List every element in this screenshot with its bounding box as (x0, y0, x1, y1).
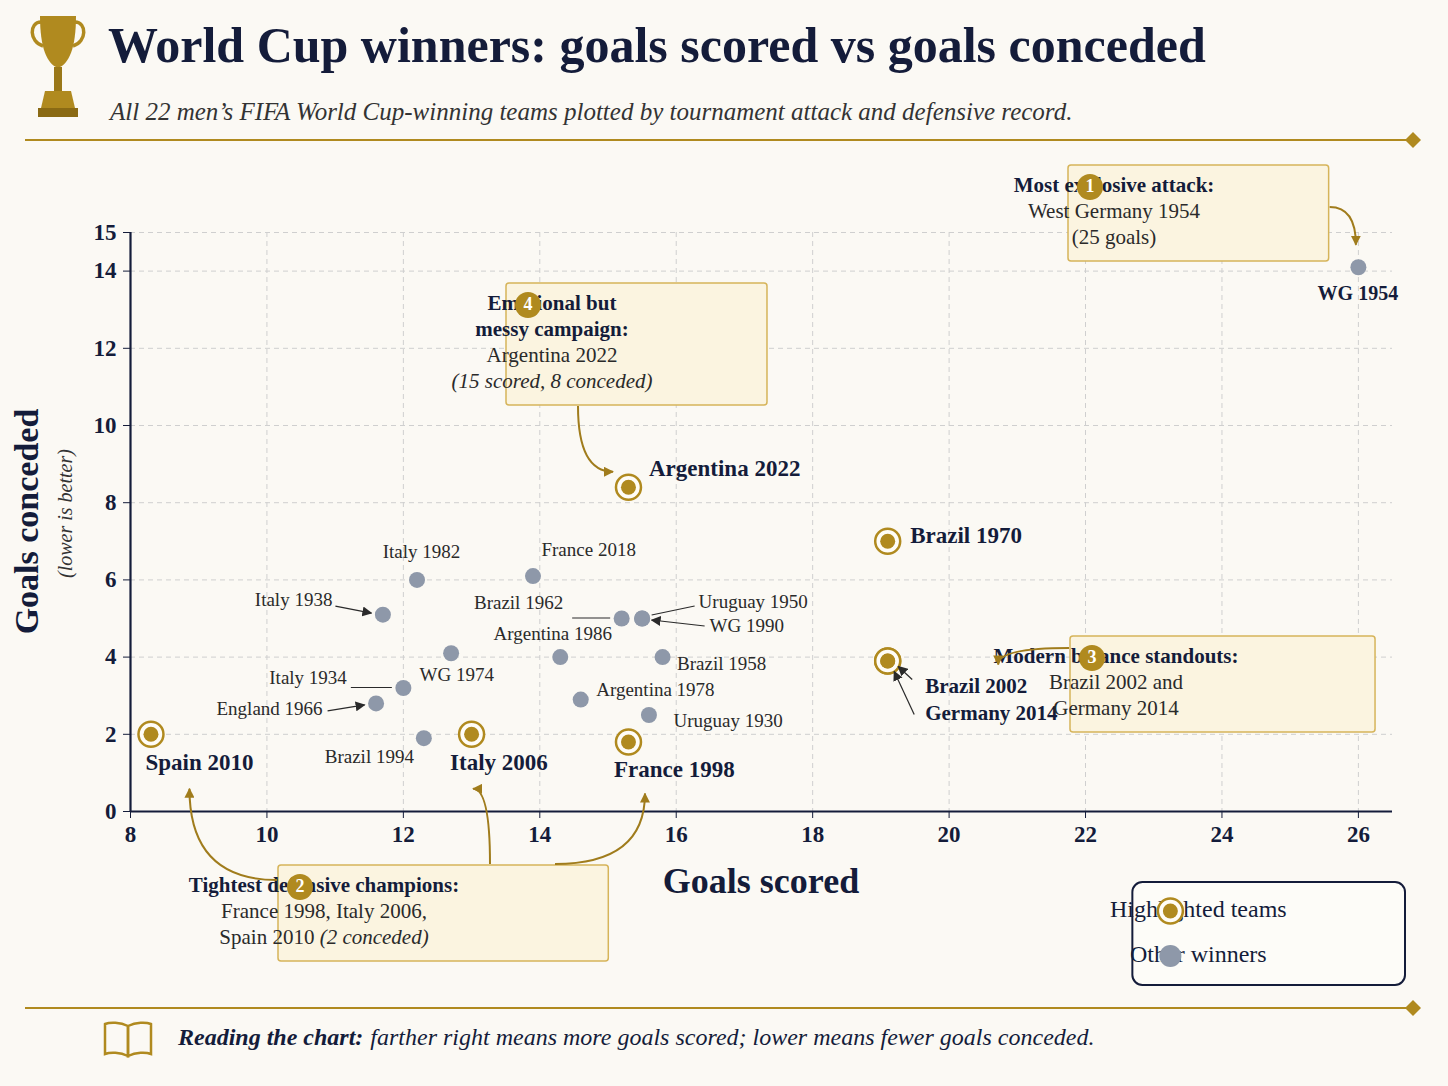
svg-text:12: 12 (94, 336, 117, 361)
svg-text:Argentina 2022: Argentina 2022 (487, 343, 618, 367)
svg-text:2: 2 (296, 876, 305, 896)
svg-text:(lower is better): (lower is better) (54, 449, 77, 578)
svg-text:France 2018: France 2018 (541, 539, 635, 560)
svg-text:Uruguay 1950: Uruguay 1950 (699, 591, 808, 612)
svg-text:Brazil 1962: Brazil 1962 (474, 592, 563, 613)
svg-text:Italy 1982: Italy 1982 (383, 541, 461, 562)
svg-text:4: 4 (105, 644, 117, 669)
html-text:World Cup winners: goals score: World Cup winners: goals scored vs goals… (108, 17, 1206, 73)
svg-text:messy campaign:: messy campaign: (475, 317, 628, 341)
svg-text:England 1966: England 1966 (217, 698, 323, 719)
svg-text:22: 22 (1074, 822, 1097, 847)
svg-text:6: 6 (105, 567, 117, 592)
svg-text:Germany 2014: Germany 2014 (925, 701, 1058, 725)
svg-text:2: 2 (105, 722, 117, 747)
svg-text:Argentina 2022: Argentina 2022 (649, 456, 800, 481)
svg-text:Emotional but: Emotional but (488, 291, 617, 315)
svg-text:14: 14 (94, 258, 118, 283)
svg-text:France 1998: France 1998 (614, 757, 735, 782)
svg-text:Highlighted teams: Highlighted teams (1110, 896, 1287, 922)
svg-text:Brazil 1970: Brazil 1970 (910, 523, 1022, 548)
svg-text:8: 8 (125, 822, 137, 847)
svg-text:WG 1990: WG 1990 (710, 615, 784, 636)
svg-text:Argentina 1978: Argentina 1978 (596, 679, 714, 700)
svg-text:Spain 2010 (2 conceded): Spain 2010 (2 conceded) (219, 925, 428, 949)
svg-text:Uruguay 1930: Uruguay 1930 (673, 710, 782, 731)
svg-text:Brazil 2002: Brazil 2002 (925, 674, 1027, 698)
svg-text:12: 12 (392, 822, 415, 847)
svg-text:10: 10 (94, 413, 117, 438)
svg-text:Most explosive attack:: Most explosive attack: (1014, 173, 1215, 197)
svg-text:4: 4 (524, 294, 533, 314)
svg-text:24: 24 (1210, 822, 1234, 847)
svg-text:West Germany 1954: West Germany 1954 (1028, 199, 1201, 223)
svg-text:Italy 1934: Italy 1934 (269, 667, 347, 688)
html-text:Reading the chart: farther rig: Reading the chart: farther right means m… (178, 1024, 1095, 1050)
svg-text:0: 0 (105, 799, 117, 824)
svg-text:Tightest defensive champions:: Tightest defensive champions: (189, 873, 459, 897)
svg-text:3: 3 (1088, 647, 1097, 667)
svg-text:Italy 1938: Italy 1938 (255, 589, 333, 610)
svg-text:20: 20 (938, 822, 961, 847)
svg-text:Brazil 1958: Brazil 1958 (677, 653, 766, 674)
svg-text:Spain 2010: Spain 2010 (145, 750, 253, 775)
svg-text:Other winners: Other winners (1130, 941, 1267, 967)
svg-text:Goals scored: Goals scored (663, 861, 859, 901)
svg-text:Italy 2006: Italy 2006 (450, 750, 548, 775)
svg-text:Germany 2014: Germany 2014 (1053, 696, 1179, 720)
svg-text:15: 15 (94, 220, 117, 245)
svg-text:WG 1974: WG 1974 (420, 664, 495, 685)
svg-text:18: 18 (801, 822, 824, 847)
svg-text:(25 goals): (25 goals) (1072, 225, 1157, 249)
svg-text:10: 10 (255, 822, 278, 847)
svg-text:1: 1 (1086, 176, 1095, 196)
svg-text:Modern balance standouts:: Modern balance standouts: (993, 644, 1238, 668)
svg-text:Argentina 1986: Argentina 1986 (494, 623, 612, 644)
svg-text:Brazil 1994: Brazil 1994 (325, 746, 415, 767)
svg-text:26: 26 (1347, 822, 1370, 847)
svg-text:14: 14 (528, 822, 552, 847)
svg-text:WG 1954: WG 1954 (1318, 282, 1399, 304)
svg-text:Goals conceded: Goals conceded (8, 409, 45, 635)
svg-text:16: 16 (665, 822, 688, 847)
svg-text:(15 scored, 8 conceded): (15 scored, 8 conceded) (452, 369, 653, 393)
svg-text:France 1998, Italy 2006,: France 1998, Italy 2006, (221, 899, 427, 923)
svg-text:Brazil 2002 and: Brazil 2002 and (1049, 670, 1184, 694)
svg-text:8: 8 (105, 490, 117, 515)
html-text:All 22 men’s FIFA World Cup-wi: All 22 men’s FIFA World Cup-winning team… (110, 98, 1073, 125)
